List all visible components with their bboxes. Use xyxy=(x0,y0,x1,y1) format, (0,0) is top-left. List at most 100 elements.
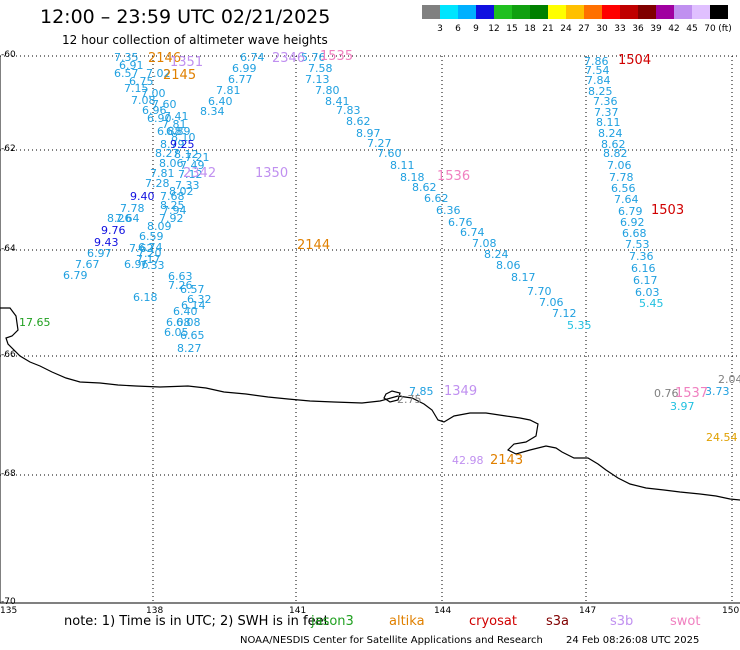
longitude-label: 147 xyxy=(579,606,597,616)
wave-height-label: 6.92 xyxy=(620,216,645,229)
wave-height-label: 7.37 xyxy=(594,106,619,119)
wave-height-label: 6.14 xyxy=(181,299,206,312)
colorbar-swatch xyxy=(620,5,638,19)
wave-height-label: 7.13 xyxy=(305,73,330,86)
wave-height-label: 9.43 xyxy=(94,236,119,249)
wave-height-label: 7.33 xyxy=(175,179,200,192)
wave-height-label: 7.81 xyxy=(162,118,187,131)
pass-time-label: 1537 xyxy=(675,386,709,401)
wave-height-label: 6.08 xyxy=(176,316,201,329)
colorbar-swatch xyxy=(548,5,566,19)
footer-note: note: 1) Time is in UTC; 2) SWH is in fe… xyxy=(64,614,329,629)
wave-height-label: 7.12 xyxy=(178,168,203,181)
colorbar-swatch xyxy=(458,5,476,19)
colorbar-tick: 39 xyxy=(650,24,662,34)
latitude-label: -64 xyxy=(1,244,16,254)
wave-height-label: 6.40 xyxy=(208,95,233,108)
wave-height-label: 17.65 xyxy=(19,316,51,329)
wave-height-label: 7.17 xyxy=(136,253,161,266)
wave-height-label: 5.35 xyxy=(567,319,592,332)
wave-height-label: 7.92 xyxy=(159,212,184,225)
wave-height-label: 6.03 xyxy=(635,286,660,299)
latitude-label: -68 xyxy=(1,469,16,479)
map-subtitle: 12 hour collection of altimeter wave hei… xyxy=(62,33,328,47)
wave-height-label: 6.79 xyxy=(618,205,643,218)
colorbar-tick: 27 xyxy=(578,24,590,34)
wave-height-label: 6.17 xyxy=(633,274,658,287)
wave-height-label: 6.74 xyxy=(240,51,265,64)
wave-height-label: 8.25 xyxy=(160,199,185,212)
wave-height-label: 7.86 xyxy=(584,55,609,68)
wave-height-label: 6.76 xyxy=(448,216,473,229)
wave-height-label: 7.84 xyxy=(586,74,611,87)
colorbar-unit: (ft) xyxy=(718,24,732,34)
wave-height-label: 9.25 xyxy=(170,138,195,151)
coastline-island xyxy=(383,390,401,403)
colorbar-tick: 33 xyxy=(614,24,626,34)
wave-height-label: 7.27 xyxy=(367,137,392,150)
wave-height-label: 7.60 xyxy=(377,147,402,160)
wave-height-label: 7.20 xyxy=(137,247,162,260)
wave-height-label: 8.11 xyxy=(390,159,415,172)
wave-height-label: 7.36 xyxy=(593,95,618,108)
pass-time-label: 2342 xyxy=(183,166,217,181)
satellite-legend-altika: altika xyxy=(389,614,425,629)
wave-height-label: 7.78 xyxy=(120,202,145,215)
wave-height-label: 7.81 xyxy=(150,167,175,180)
colorbar-tick: 24 xyxy=(560,24,572,34)
wave-height-label: 6.32 xyxy=(187,293,212,306)
pass-time-label: 2146 xyxy=(148,51,182,66)
wave-height-label: 7.81 xyxy=(216,84,241,97)
wave-height-label: 7.35 xyxy=(114,51,139,64)
wave-height-label: 6.65 xyxy=(180,329,205,342)
colorbar-swatch xyxy=(566,5,584,19)
colorbar-tick: 6 xyxy=(455,24,461,34)
pass-time-label: 2346 xyxy=(272,51,306,66)
wave-height-label: 6.59 xyxy=(139,230,164,243)
wave-height-label: 7.83 xyxy=(336,104,361,117)
wave-height-label: 8.24 xyxy=(484,248,509,261)
pass-time-label: 1350 xyxy=(255,166,289,181)
wave-height-label: 6.75 xyxy=(129,75,154,88)
colorbar-tick: 21 xyxy=(542,24,554,34)
wave-height-label: 7.94 xyxy=(162,204,187,217)
wave-height-label: 6.36 xyxy=(436,204,461,217)
wave-height-label: 8.24 xyxy=(598,127,623,140)
wave-height-label: 0.76 xyxy=(654,387,679,400)
wave-height-label: 7.49 xyxy=(180,159,205,172)
wave-height-label: 6.18 xyxy=(133,291,158,304)
wave-height-label: 6.91 xyxy=(119,59,144,72)
pass-time-label: 2145 xyxy=(163,68,197,83)
wave-height-map xyxy=(0,55,740,604)
wave-height-label: 7.58 xyxy=(308,62,333,75)
wave-height-label: 7.26 xyxy=(168,279,193,292)
wave-height-label: 7.62 xyxy=(129,242,154,255)
pass-time-label: 2144 xyxy=(297,238,331,253)
wave-height-label: 6.63 xyxy=(168,270,193,283)
wave-height-label: 7.12 xyxy=(552,307,577,320)
wave-height-label: 3.97 xyxy=(670,400,695,413)
wave-height-label: 6.40 xyxy=(173,305,198,318)
wave-height-label: 6.57 xyxy=(180,283,205,296)
wave-height-label: 6.16 xyxy=(631,262,656,275)
colorbar-tick: 30 xyxy=(596,24,608,34)
wave-height-label: 8.62 xyxy=(346,115,371,128)
wave-height-label: 7.41 xyxy=(164,110,189,123)
wave-height-label: 9.40 xyxy=(130,190,155,203)
wave-height-label: 6.68 xyxy=(622,227,647,240)
wave-height-label: 2.75 xyxy=(397,393,422,406)
satellite-legend-s3a: s3a xyxy=(546,614,570,629)
wave-height-label: 7.53 xyxy=(625,238,650,251)
colorbar-swatch xyxy=(476,5,494,19)
wave-height-label: 2.04 xyxy=(718,373,740,386)
credit-line: NOAA/NESDIS Center for Satellite Applica… xyxy=(240,635,543,646)
wave-height-label: 8.06 xyxy=(496,259,521,272)
wave-height-label: 9.76 xyxy=(101,224,126,237)
latitude-label: -60 xyxy=(1,50,16,60)
latitude-label: -62 xyxy=(1,144,16,154)
colorbar-swatch xyxy=(584,5,602,19)
wave-height-label: 7.33 xyxy=(140,259,165,272)
colorbar-tick: 12 xyxy=(488,24,500,34)
wave-height-label: 7.00 xyxy=(141,87,166,100)
wave-height-label: 7.78 xyxy=(609,171,634,184)
